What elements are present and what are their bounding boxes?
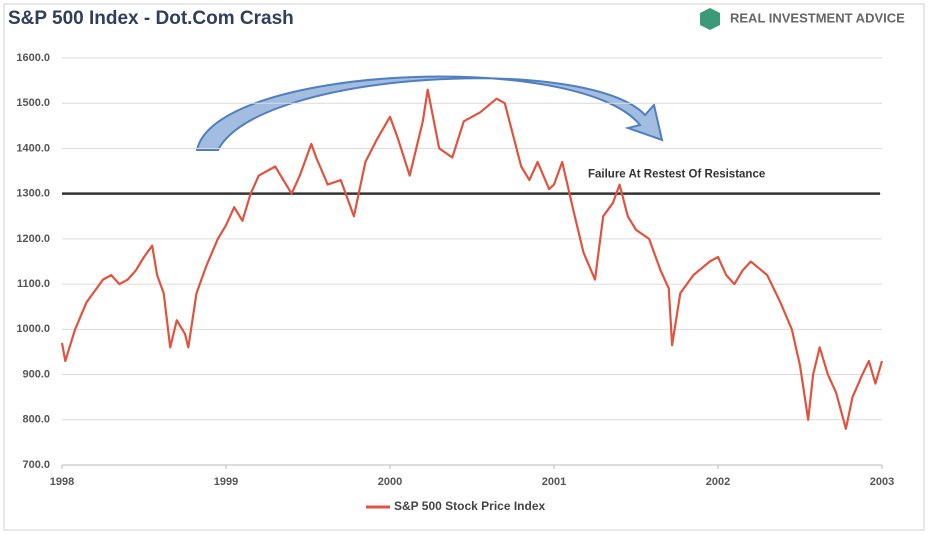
y-tick-label: 1100.0 (17, 278, 50, 290)
y-tick-label: 800.0 (22, 414, 50, 426)
y-tick-label: 700.0 (22, 459, 50, 471)
x-tick-label: 2000 (378, 476, 402, 488)
brand: REAL INVESTMENT ADVICE (730, 10, 905, 25)
x-tick-label: 2002 (706, 476, 730, 488)
y-tick-label: 1400.0 (16, 142, 50, 154)
logo-icon (700, 8, 720, 30)
y-tick-label: 1300.0 (16, 188, 50, 200)
y-tick-label: 1000.0 (16, 323, 50, 335)
x-tick-label: 1998 (50, 476, 74, 488)
x-tick-label: 1999 (214, 476, 238, 488)
trend-arrow (195, 75, 664, 151)
y-tick-label: 1600.0 (16, 52, 50, 64)
x-tick-label: 2003 (870, 476, 894, 488)
price-line (60, 88, 884, 430)
y-tick-label: 1200.0 (16, 233, 50, 245)
x-tick-label: 2001 (542, 476, 566, 488)
y-tick-label: 900.0 (22, 368, 50, 380)
chart-frame (3, 3, 925, 531)
annotation: Failure At Restest Of Resistance (588, 169, 765, 181)
chart-title: S&P 500 Index - Dot.Com Crash (8, 8, 294, 29)
legend-label: S&P 500 Stock Price Index (394, 499, 546, 513)
logo: REAL INVESTMENT ADVICE (700, 8, 905, 30)
y-tick-label: 1500.0 (16, 97, 50, 109)
